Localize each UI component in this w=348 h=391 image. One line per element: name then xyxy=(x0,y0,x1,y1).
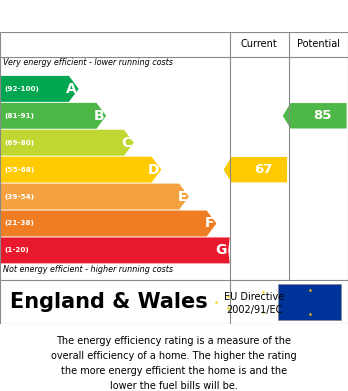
Polygon shape xyxy=(0,237,230,264)
Text: (55-68): (55-68) xyxy=(4,167,34,173)
Text: EU Directive: EU Directive xyxy=(224,292,284,302)
Text: the more energy efficient the home is and the: the more energy efficient the home is an… xyxy=(61,366,287,376)
Text: (21-38): (21-38) xyxy=(4,221,34,226)
Text: (81-91): (81-91) xyxy=(4,113,34,119)
Bar xyxy=(278,283,341,321)
Polygon shape xyxy=(224,157,287,182)
Text: B: B xyxy=(94,109,104,123)
Text: Energy Efficiency Rating: Energy Efficiency Rating xyxy=(10,7,239,25)
Text: 67: 67 xyxy=(254,163,272,176)
Text: The energy efficiency rating is a measure of the: The energy efficiency rating is a measur… xyxy=(56,336,292,346)
Text: G: G xyxy=(215,244,226,257)
Polygon shape xyxy=(0,157,161,183)
Text: England & Wales: England & Wales xyxy=(10,292,208,312)
Text: F: F xyxy=(205,217,214,230)
Polygon shape xyxy=(0,76,79,102)
Text: (69-80): (69-80) xyxy=(4,140,34,146)
Polygon shape xyxy=(283,103,347,129)
Text: Potential: Potential xyxy=(297,39,340,49)
Text: C: C xyxy=(121,136,132,150)
Text: Current: Current xyxy=(241,39,278,49)
Polygon shape xyxy=(0,130,134,156)
Text: D: D xyxy=(148,163,159,177)
Text: (1-20): (1-20) xyxy=(4,248,29,253)
Text: A: A xyxy=(66,82,77,96)
Text: lower the fuel bills will be.: lower the fuel bills will be. xyxy=(110,380,238,391)
Text: E: E xyxy=(177,190,187,204)
Text: 85: 85 xyxy=(313,109,331,122)
Text: (92-100): (92-100) xyxy=(4,86,39,92)
Polygon shape xyxy=(0,210,216,237)
Text: Very energy efficient - lower running costs: Very energy efficient - lower running co… xyxy=(3,58,173,67)
Text: Not energy efficient - higher running costs: Not energy efficient - higher running co… xyxy=(3,265,174,274)
Text: overall efficiency of a home. The higher the rating: overall efficiency of a home. The higher… xyxy=(51,351,297,361)
Text: 2002/91/EC: 2002/91/EC xyxy=(226,305,282,315)
Polygon shape xyxy=(0,103,106,129)
Polygon shape xyxy=(0,184,189,210)
Text: (39-54): (39-54) xyxy=(4,194,34,199)
